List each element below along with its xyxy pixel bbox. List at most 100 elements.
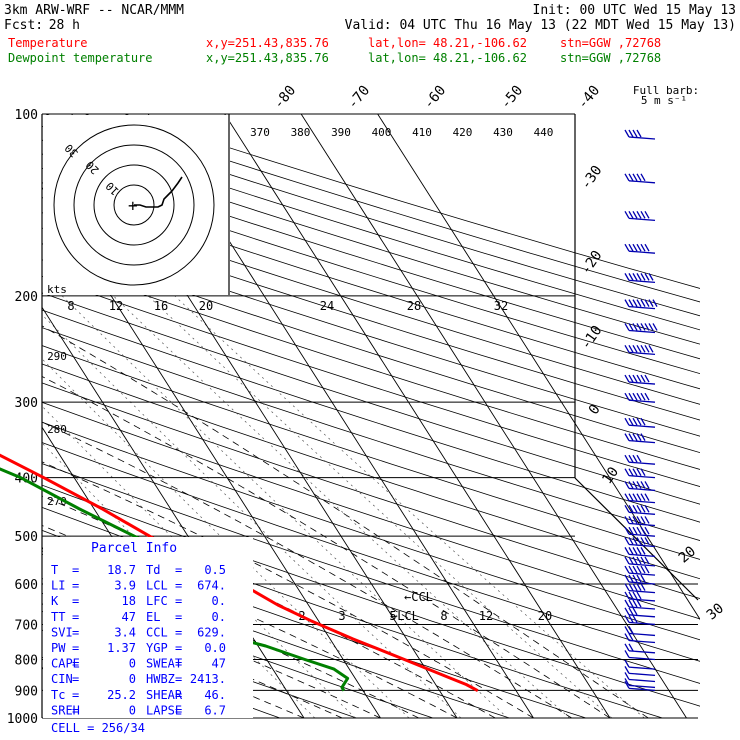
- temperature-tick-label: -50: [498, 83, 527, 113]
- dry-adiabat: [42, 259, 700, 470]
- dry-adiabat: [42, 153, 700, 360]
- parcel-equals: =: [175, 579, 182, 593]
- wind-barb: [624, 526, 656, 537]
- parcel-equals: =: [72, 625, 79, 639]
- parcel-l2: YGP: [146, 641, 168, 655]
- temperature-latlon: lat,lon= 48.21,-106.62: [368, 36, 527, 50]
- mixing-ratio-label: 20: [199, 299, 213, 313]
- parcel-equals: =: [175, 672, 182, 686]
- dry-adiabat: [42, 382, 700, 599]
- wind-barb: [624, 666, 656, 677]
- barb-legend-unit: 5 m s⁻¹: [641, 94, 687, 107]
- mixing-ratio-label-low: 5: [389, 609, 396, 623]
- theta-label: 390: [331, 126, 351, 139]
- pressure-tick-label: 200: [15, 290, 38, 305]
- pressure-tick-label: 100: [15, 108, 38, 123]
- theta-left-label: 280: [47, 423, 67, 436]
- parcel-equals: =: [175, 563, 182, 577]
- wind-barb: [624, 574, 656, 585]
- parcel-v1: 3.4: [114, 625, 136, 639]
- wind-barb: [624, 129, 656, 140]
- wind-barb: [624, 672, 656, 683]
- dry-adiabat: [42, 463, 700, 684]
- theta-label: 430: [493, 126, 513, 139]
- dewpoint-xy: x,y=251.43,835.76: [206, 51, 329, 65]
- wind-barb: [624, 599, 656, 610]
- right-axis-slant: [574, 477, 699, 601]
- temperature-tick-label: 30: [704, 600, 727, 623]
- barb-legend-title: Full barb:: [633, 84, 699, 97]
- valid-time: Valid: 04 UTC Thu 16 May 13 (22 MDT Wed …: [345, 18, 736, 33]
- parcel-v1: 3.9: [114, 579, 136, 593]
- wind-barb: [624, 565, 656, 576]
- mixing-ratio-line: [61, 295, 509, 718]
- dry-adiabat: [42, 212, 700, 421]
- wind-barb: [624, 547, 656, 558]
- mixing-ratio-label-low: 20: [538, 609, 552, 623]
- parcel-equals: =: [72, 579, 79, 593]
- parcel-l1: K: [51, 594, 59, 608]
- temperature-xy: x,y=251.43,835.76: [206, 36, 329, 50]
- parcel-l2: HWBZ: [146, 672, 175, 686]
- fcst-label: Fcst:: [4, 18, 43, 33]
- wind-barb: [624, 504, 656, 515]
- dry-adiabat: [42, 275, 700, 487]
- wind-barb: [624, 493, 656, 504]
- parcel-l2: EL: [146, 610, 160, 624]
- pressure-tick-label: 800: [15, 653, 38, 668]
- wind-barb: [624, 454, 656, 465]
- dewpoint-station: stn=GGW ,72768: [560, 51, 661, 65]
- parcel-l1: T: [51, 563, 58, 577]
- temperature-tick-label: 20: [676, 543, 699, 566]
- parcel-l1: SREH: [51, 703, 80, 717]
- parcel-v2: 47: [212, 657, 226, 671]
- mixing-ratio-label-low: 3: [338, 609, 345, 623]
- parcel-equals: =: [175, 703, 182, 717]
- wind-barb: [624, 392, 656, 403]
- hodograph-ring: [53, 124, 215, 286]
- mixing-ratio-line: [112, 295, 570, 718]
- wind-barb: [624, 468, 656, 479]
- parcel-l1: SVI: [51, 625, 73, 639]
- theta-label: 440: [534, 126, 554, 139]
- theta-label: 410: [412, 126, 432, 139]
- mixing-ratio-label: 28: [407, 299, 421, 313]
- init-time: Init: 00 UTC Wed 15 May 13: [533, 3, 737, 18]
- parcel-equals: =: [72, 610, 79, 624]
- parcel-l1: PW: [51, 641, 66, 655]
- parcel-v2: 46.: [204, 688, 226, 702]
- theta-label: 400: [372, 126, 392, 139]
- parcel-l1: TT: [51, 610, 65, 624]
- wind-barb: [624, 615, 656, 626]
- mixing-ratio-label: 32: [494, 299, 508, 313]
- model-title: 3km ARW-WRF -- NCAR/MMM: [4, 3, 184, 18]
- parcel-info-background: [43, 537, 253, 718]
- temperature-tick-label: 10: [599, 464, 622, 487]
- wind-barb: [624, 643, 656, 654]
- dry-adiabat: [42, 327, 700, 542]
- temperature-tick-label: -40: [575, 83, 604, 113]
- parcel-l2: SHEAR: [146, 688, 183, 702]
- wind-barb: [624, 633, 656, 644]
- dry-adiabat: [42, 345, 700, 560]
- hodograph-unit-label: kts: [47, 283, 67, 296]
- parcel-equals: =: [175, 610, 182, 624]
- mixing-ratio-label-low: 12: [479, 609, 493, 623]
- wind-barb: [624, 650, 656, 661]
- parcel-v2: 674.: [197, 579, 226, 593]
- wind-barb: [624, 323, 658, 334]
- parcel-equals: =: [72, 563, 79, 577]
- parcel-l1: Tc: [51, 688, 65, 702]
- parcel-equals: =: [72, 672, 79, 686]
- temperature-tick-label: -30: [578, 163, 606, 193]
- parcel-l2: LCL: [146, 579, 168, 593]
- parcel-v2: 0.5: [204, 563, 226, 577]
- theta-left-label: 290: [47, 350, 67, 363]
- mixing-ratio-label: 8: [67, 299, 74, 313]
- pressure-tick-label: 500: [15, 530, 38, 545]
- wind-barb: [624, 417, 656, 428]
- parcel-v2: 0.: [212, 594, 226, 608]
- parcel-equals: =: [72, 594, 79, 608]
- wind-barb: [624, 556, 656, 567]
